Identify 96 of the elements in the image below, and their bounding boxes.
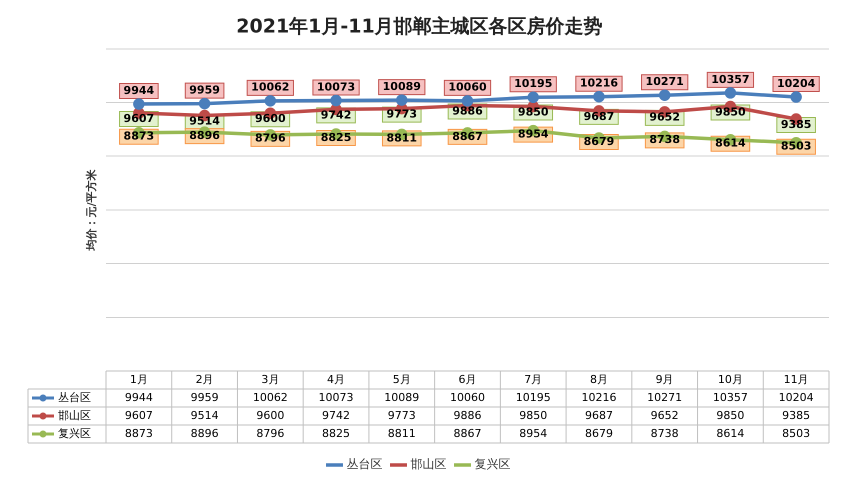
text: 9959	[190, 390, 219, 404]
point	[790, 91, 802, 103]
text: 9886	[454, 408, 482, 422]
text: 10060	[450, 390, 485, 404]
point	[330, 94, 342, 106]
data-label: 10204	[776, 76, 816, 90]
data-label: 10073	[316, 80, 356, 94]
data-label: 9652	[649, 110, 680, 124]
point	[593, 90, 605, 102]
text: 8796	[256, 426, 284, 440]
data-label: 10089	[382, 80, 421, 93]
text: 9850	[716, 408, 744, 422]
data-label: 9773	[386, 107, 418, 120]
x-tick-label: 3月	[261, 372, 280, 386]
text: 10089	[384, 390, 420, 404]
data-label: 10060	[448, 80, 487, 94]
text: 复兴区	[474, 457, 510, 472]
point	[133, 98, 145, 110]
text: 9944	[124, 390, 153, 404]
text: 8873	[124, 426, 153, 440]
x-tick-label: 11月	[784, 372, 809, 386]
text: 8867	[454, 426, 482, 440]
text: 9687	[584, 408, 613, 422]
text: 丛台区	[346, 457, 382, 472]
x-tick-label: 5月	[392, 372, 411, 386]
x-tick-label: 1月	[130, 372, 148, 386]
text: 9850	[519, 408, 548, 422]
data-label: 10357	[711, 72, 750, 86]
text: 10073	[318, 390, 354, 404]
data-label: 8679	[584, 134, 614, 148]
text: 8825	[322, 426, 350, 440]
text: 10271	[647, 390, 682, 404]
data-label: 9886	[452, 104, 484, 118]
data-label: 8867	[452, 130, 483, 143]
point	[724, 87, 736, 99]
x-tick-label: 9月	[656, 372, 674, 386]
text: 9742	[322, 408, 350, 422]
legend-label: 丛台区	[58, 390, 91, 404]
x-tick-label: 6月	[458, 372, 476, 386]
x-tick-label: 4月	[327, 372, 346, 386]
point	[462, 95, 474, 107]
text: 8679	[584, 426, 613, 440]
point	[264, 95, 276, 107]
data-label: 8738	[649, 133, 680, 146]
text: 9514	[190, 408, 219, 422]
text: 9607	[124, 408, 153, 422]
point	[396, 94, 408, 106]
chart-title: 2021年1月-11月邯郸主城区各区房价走势	[236, 15, 603, 38]
data-label: 8811	[386, 131, 418, 144]
text: 8503	[782, 426, 810, 440]
data-label: 8825	[320, 130, 352, 144]
data-label: 10271	[646, 75, 684, 88]
text: 9600	[256, 408, 284, 422]
legend-label: 邯山区	[58, 408, 91, 422]
data-label: 8796	[255, 132, 286, 145]
text: 9652	[650, 408, 679, 422]
data-label: 8503	[780, 140, 812, 153]
text: 8896	[190, 426, 219, 440]
data-label: 10062	[251, 80, 290, 94]
data-label: 9959	[189, 83, 220, 96]
data-label: 10195	[514, 77, 552, 90]
text: 10357	[712, 390, 748, 404]
data-label: 8614	[715, 136, 746, 150]
data-label: 9687	[584, 110, 614, 123]
text: 9385	[782, 408, 810, 422]
text: 8738	[650, 426, 679, 440]
data-label: 9944	[124, 84, 155, 97]
data-label: 9742	[320, 108, 352, 122]
text: 邯山区	[410, 457, 446, 472]
data-label: 8896	[189, 129, 220, 142]
text: 9773	[388, 408, 416, 422]
point	[198, 98, 210, 110]
legend-label: 复兴区	[58, 426, 91, 440]
y-axis-title: 均价：元/平方米	[84, 168, 98, 252]
data-label: 8954	[518, 127, 549, 140]
text: 10204	[778, 390, 814, 404]
data-label: 9600	[255, 112, 286, 126]
text: 8811	[388, 426, 416, 440]
text: 8954	[519, 426, 548, 440]
data-label: 9514	[189, 114, 220, 128]
point	[658, 89, 670, 101]
data-label: 10216	[580, 76, 618, 90]
x-tick-label: 7月	[524, 372, 542, 386]
data-label: 8873	[124, 130, 154, 143]
x-tick-label: 8月	[590, 372, 608, 386]
data-label: 9850	[518, 105, 549, 118]
text: 8614	[716, 426, 744, 440]
text: 10195	[516, 390, 551, 404]
x-tick-label: 2月	[196, 372, 214, 386]
text: 10062	[252, 390, 288, 404]
data-label: 9385	[780, 118, 812, 131]
data-label: 9607	[124, 112, 154, 125]
text: 10216	[581, 390, 616, 404]
data-label: 9850	[715, 105, 746, 118]
point	[527, 92, 539, 104]
x-tick-label: 10月	[718, 372, 743, 386]
